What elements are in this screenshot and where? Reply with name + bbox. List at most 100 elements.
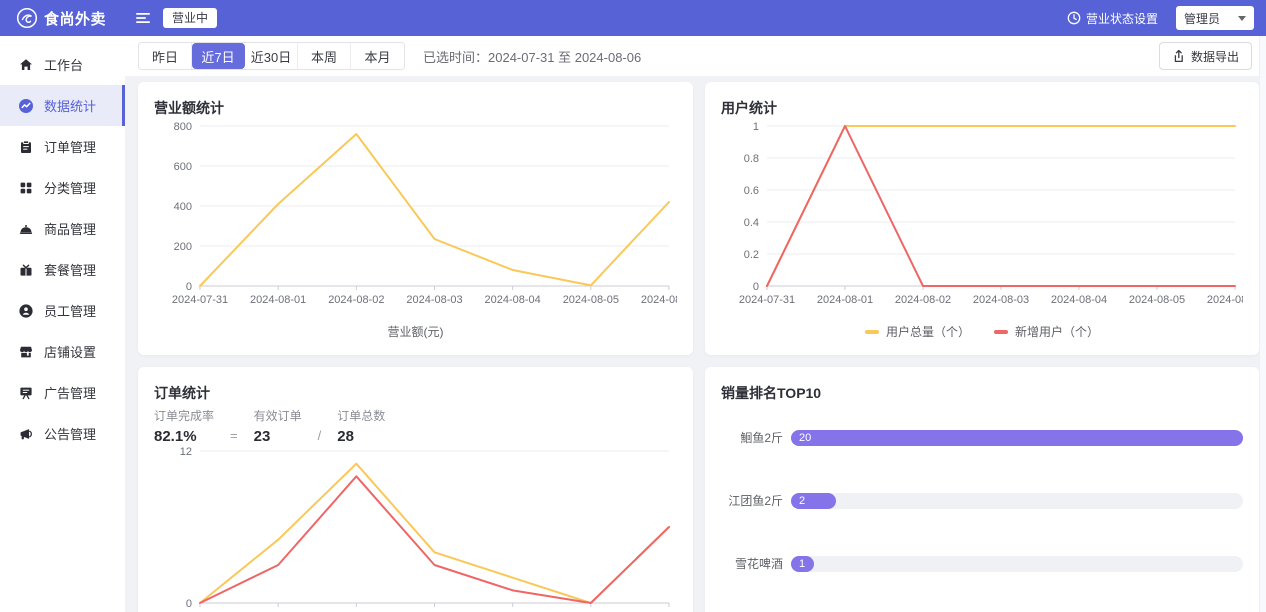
admin-dropdown[interactable]: 管理员 bbox=[1176, 6, 1254, 30]
svg-text:0.2: 0.2 bbox=[744, 249, 759, 261]
tab-last-7-days[interactable]: 近7日 bbox=[192, 43, 245, 69]
svg-text:2024-08-02: 2024-08-02 bbox=[328, 294, 384, 306]
bar-fill: 2 bbox=[791, 492, 837, 509]
bar-track: 1 bbox=[791, 555, 1243, 572]
svg-text:2024-07-31: 2024-07-31 bbox=[172, 294, 228, 306]
tab-this-month[interactable]: 本月 bbox=[351, 43, 404, 69]
sidebar-item-label: 订单管理 bbox=[44, 140, 97, 155]
svg-text:2024-08-01: 2024-08-01 bbox=[250, 294, 306, 306]
revenue-panel-title: 营业额统计 bbox=[154, 100, 224, 116]
stat-label: 有效订单 bbox=[253, 409, 302, 423]
top10-panel-title: 销量排名TOP10 bbox=[721, 385, 822, 401]
sidebar-item-label: 套餐管理 bbox=[44, 263, 97, 278]
svg-text:2024-08-05: 2024-08-05 bbox=[563, 294, 619, 306]
svg-text:2024-08-02: 2024-08-02 bbox=[895, 294, 951, 306]
sidebar-item-announcements[interactable]: 公告管理 bbox=[0, 413, 125, 454]
svg-text:0: 0 bbox=[753, 281, 759, 293]
svg-text:0.4: 0.4 bbox=[744, 217, 759, 229]
status-settings-label: 营业状态设置 bbox=[1085, 11, 1158, 26]
tab-last-30-days[interactable]: 近30日 bbox=[245, 43, 298, 69]
clipboard-icon bbox=[18, 139, 34, 155]
date-range-tabs: 昨日 近7日 近30日 本周 本月 bbox=[138, 42, 405, 70]
svg-text:2024-08-01: 2024-08-01 bbox=[817, 294, 873, 306]
orders-panel: 订单统计 订单完成率 82.1% = 有效订单 23 / 订单总数 28 bbox=[138, 367, 697, 612]
business-status-settings-button[interactable]: 营业状态设置 bbox=[1067, 10, 1158, 27]
app-header: 食尚外卖 营业中 营业状态设置 管理员 bbox=[0, 0, 1266, 36]
billboard-icon bbox=[18, 385, 34, 401]
top10-bar-row: 江团鱼2斤 2 bbox=[721, 492, 1243, 509]
date-filter-bar: 昨日 近7日 近30日 本周 本月 已选时间：2024-07-31 至 2024… bbox=[125, 36, 1266, 76]
sidebar-item-ads[interactable]: 广告管理 bbox=[0, 372, 125, 413]
svg-text:800: 800 bbox=[174, 121, 192, 133]
brand-name: 食尚外卖 bbox=[44, 10, 107, 28]
tab-this-week[interactable]: 本周 bbox=[298, 43, 351, 69]
svg-text:2024-08-05: 2024-08-05 bbox=[1129, 294, 1185, 306]
sidebar-item-setmeals[interactable]: 套餐管理 bbox=[0, 249, 125, 290]
legend-marker-red bbox=[994, 329, 1008, 334]
svg-text:0: 0 bbox=[186, 598, 192, 610]
sidebar-item-label: 分类管理 bbox=[44, 181, 97, 196]
main-content: 昨日 近7日 近30日 本周 本月 已选时间：2024-07-31 至 2024… bbox=[125, 36, 1266, 612]
legend-label: 新增用户（个） bbox=[1015, 325, 1100, 339]
sidebar-item-products[interactable]: 商品管理 bbox=[0, 208, 125, 249]
legend-label: 用户总量（个） bbox=[885, 325, 970, 339]
svg-text:0: 0 bbox=[186, 281, 192, 293]
export-label: 数据导出 bbox=[1190, 49, 1239, 64]
sidebar-item-label: 员工管理 bbox=[44, 304, 97, 319]
sidebar-item-statistics[interactable]: 数据统计 bbox=[0, 85, 125, 126]
sidebar-item-label: 数据统计 bbox=[44, 99, 97, 114]
stat-value: 82.1% bbox=[154, 428, 197, 445]
svg-text:2024-08-06: 2024-08-06 bbox=[641, 294, 677, 306]
revenue-line-chart: 0 200 400 600 800 2024-07-31 2024-08-01 2024-08… bbox=[154, 118, 697, 315]
dish-icon bbox=[18, 221, 34, 237]
svg-text:1: 1 bbox=[753, 121, 759, 133]
svg-text:2024-07-31: 2024-07-31 bbox=[739, 294, 795, 306]
top10-bar-row: 雪花啤酒 1 bbox=[721, 555, 1243, 572]
revenue-panel: 营业额统计 0 200 400 600 800 2024-07-31 2024-08-01 2… bbox=[138, 82, 697, 355]
order-completion-stat: 订单完成率 82.1% bbox=[154, 407, 214, 445]
orders-panel-title: 订单统计 bbox=[154, 385, 210, 401]
data-export-button[interactable]: 数据导出 bbox=[1158, 42, 1252, 70]
sidebar-item-label: 公告管理 bbox=[44, 427, 97, 442]
bar-category-label: 雪花啤酒 bbox=[734, 557, 783, 571]
tab-yesterday[interactable]: 昨日 bbox=[139, 43, 192, 69]
chevron-down-icon bbox=[1238, 15, 1246, 21]
users-line-chart: 0 0.2 0.4 0.6 0.8 1 2024-07-31 2024-08-01 2024-0… bbox=[721, 118, 1263, 315]
export-icon bbox=[1172, 49, 1185, 63]
sidebar-item-staff[interactable]: 员工管理 bbox=[0, 290, 125, 331]
orders-line-chart: 0122024-07-312024-08-012024-08-022024-08… bbox=[154, 445, 697, 612]
bar-track: 2 bbox=[791, 492, 1243, 509]
top10-panel: 销量排名TOP10 鮰鱼2斤 20 江团鱼2斤 2 雪花啤酒 1 bbox=[705, 367, 1259, 612]
users-panel: 用户统计 0 0.2 0.4 0.6 0.8 1 2024-07-31 2024-08-01 2… bbox=[705, 82, 1263, 355]
sidebar-item-categories[interactable]: 分类管理 bbox=[0, 167, 125, 208]
legend-item-total-users[interactable]: 用户总量（个） bbox=[864, 323, 970, 340]
users-panel-title: 用户统计 bbox=[721, 100, 777, 116]
legend-marker-yellow bbox=[864, 329, 879, 334]
legend-item-new-users[interactable]: 新增用户（个） bbox=[994, 323, 1099, 340]
sidebar-item-label: 商品管理 bbox=[44, 222, 97, 237]
sidebar-item-shop-settings[interactable]: 店铺设置 bbox=[0, 331, 125, 372]
bar-category-label: 鮰鱼2斤 bbox=[740, 431, 783, 445]
grid-icon bbox=[18, 180, 34, 196]
page-scrollbar[interactable] bbox=[1259, 36, 1266, 612]
svg-text:0.8: 0.8 bbox=[744, 153, 759, 165]
users-legend: 用户总量（个） 新增用户（个） bbox=[721, 323, 1243, 340]
svg-text:2024-08-06: 2024-08-06 bbox=[1207, 294, 1243, 306]
sidebar-item-orders[interactable]: 订单管理 bbox=[0, 126, 125, 167]
bar-fill: 1 bbox=[791, 555, 814, 572]
sidebar-item-label: 店铺设置 bbox=[44, 345, 97, 360]
revenue-legend: 营业额(元) bbox=[387, 325, 444, 339]
top10-bar-chart: 鮰鱼2斤 20 江团鱼2斤 2 雪花啤酒 1 bbox=[721, 429, 1243, 572]
menu-collapse-icon[interactable] bbox=[135, 11, 151, 25]
selected-time-text: 已选时间：2024-07-31 至 2024-08-06 bbox=[423, 49, 642, 65]
svg-text:2024-08-03: 2024-08-03 bbox=[406, 294, 462, 306]
svg-text:2024-08-04: 2024-08-04 bbox=[485, 294, 541, 306]
order-stats-row: 订单完成率 82.1% = 有效订单 23 / 订单总数 28 bbox=[154, 407, 677, 445]
sidebar-item-label: 广告管理 bbox=[44, 386, 97, 401]
sidebar-item-workbench[interactable]: 工作台 bbox=[0, 44, 125, 85]
status-badge: 营业中 bbox=[163, 8, 218, 28]
megaphone-icon bbox=[18, 426, 34, 442]
valid-orders-stat: 有效订单 23 bbox=[254, 407, 302, 445]
person-circle-icon bbox=[18, 303, 34, 319]
svg-text:200: 200 bbox=[174, 241, 192, 253]
